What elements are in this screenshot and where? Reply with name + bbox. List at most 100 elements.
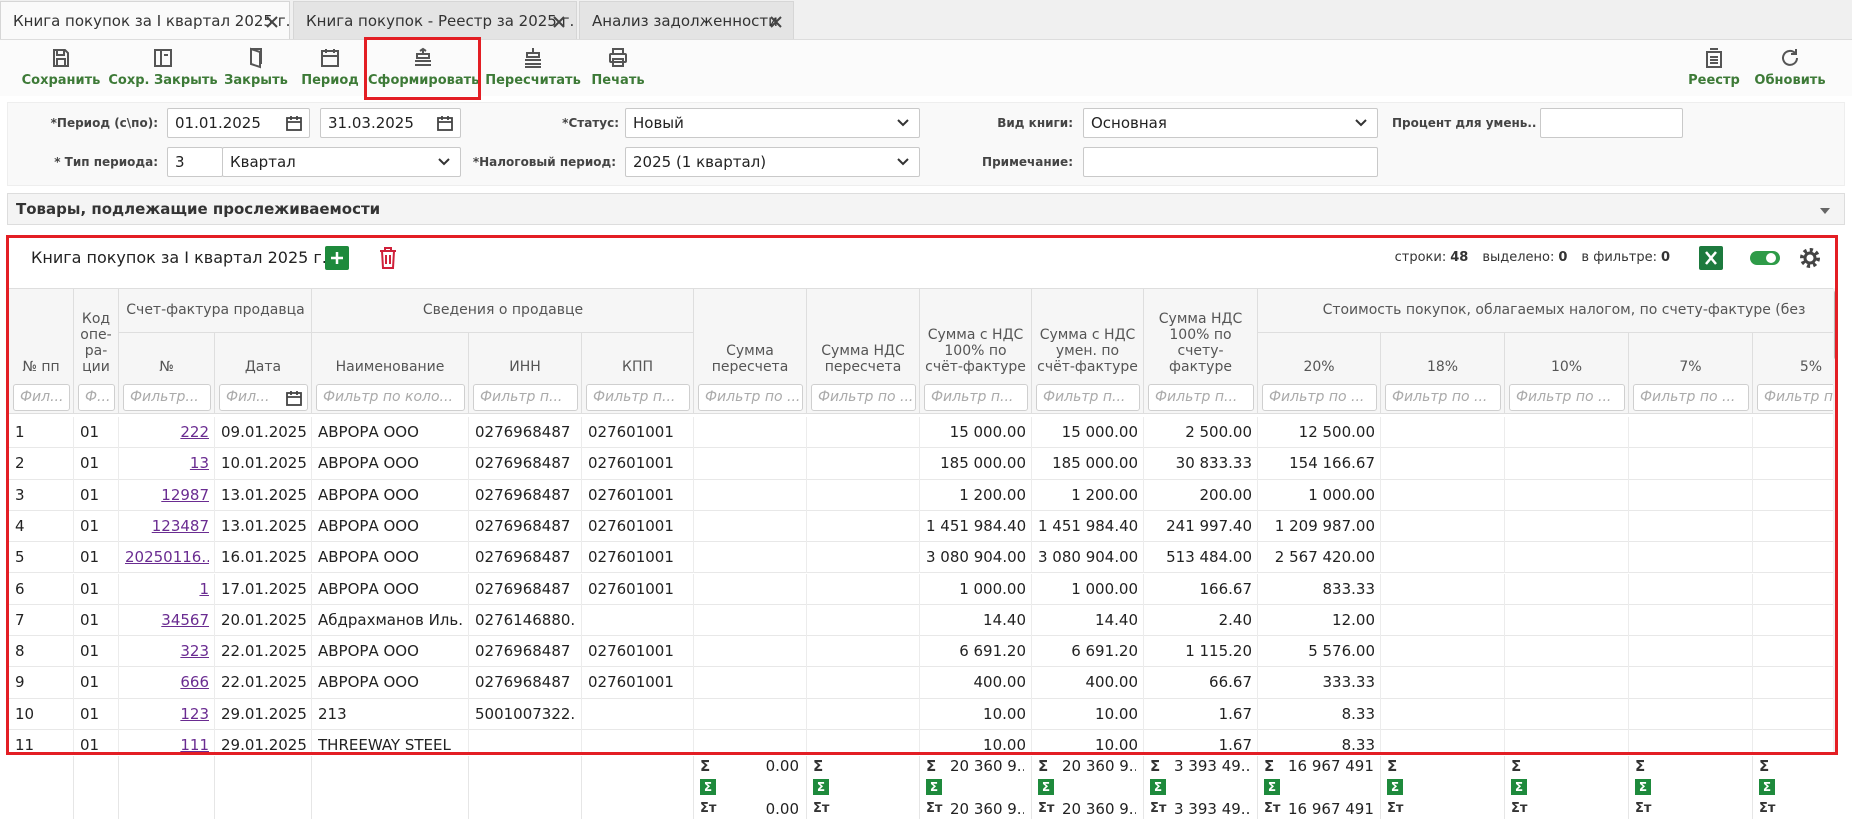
toolbar-button[interactable]: Сохр. Закрыть — [108, 44, 218, 96]
sum-button[interactable]: Σ — [813, 779, 829, 795]
filter-input[interactable]: Фильтр по ... — [811, 384, 916, 411]
column-header-label: Сумма НДС 100% по счету-фактуре — [1158, 311, 1243, 375]
column-header[interactable]: 10% — [1505, 333, 1629, 381]
filter-input[interactable]: Фильтр п... — [586, 384, 690, 411]
filter-input[interactable]: Фил... — [13, 384, 70, 411]
toolbar-button[interactable]: Реестр — [1659, 44, 1769, 96]
input-field[interactable]: Квартал — [222, 147, 461, 177]
column-header[interactable]: Дата — [215, 333, 312, 381]
sum-button[interactable]: Σ — [1264, 779, 1280, 795]
cell — [1753, 417, 1835, 448]
input-field[interactable]: 01.01.2025 — [167, 108, 310, 138]
toolbar-button[interactable]: Сохранить — [6, 44, 116, 96]
sum-button[interactable]: Σ — [1038, 779, 1054, 795]
toolbar-button[interactable]: Сформировать — [368, 44, 478, 96]
column-header[interactable]: Наименование — [312, 333, 469, 381]
column-header[interactable]: КПП — [582, 333, 694, 381]
column-header[interactable]: № — [119, 333, 215, 381]
toolbar-button[interactable]: Обновить — [1735, 44, 1845, 96]
input-field[interactable] — [1083, 147, 1378, 177]
input-field[interactable] — [1540, 108, 1683, 138]
tab[interactable]: Анализ задолженности — [579, 1, 794, 39]
sum-button[interactable]: Σ — [926, 779, 942, 795]
filter-input[interactable]: Фил... — [219, 384, 308, 411]
invoice-link[interactable]: 222 — [180, 423, 209, 441]
invoice-link[interactable]: 123 — [180, 704, 209, 723]
cell: 222 — [119, 417, 215, 449]
cell-text: 3 080 904.00 — [926, 548, 1026, 567]
cell: 513 484.00 — [1144, 542, 1258, 574]
column-header[interactable]: 5% — [1753, 333, 1835, 381]
sum-button[interactable]: Σ — [1635, 779, 1651, 795]
cell-text: 0276968487 — [475, 673, 571, 692]
column-header[interactable]: Код опе-ра-ции — [74, 288, 119, 381]
input-value: Квартал — [230, 153, 296, 171]
filter-input[interactable]: Фильтр по — [1757, 384, 1835, 411]
filter-input[interactable]: Ф... — [78, 384, 115, 411]
invoice-link[interactable]: 20250116... — [125, 548, 209, 567]
sum-button[interactable]: Σ — [1387, 779, 1403, 795]
cell-text: 14.40 — [983, 610, 1026, 629]
invoice-link[interactable]: 123487 — [151, 516, 209, 535]
cell — [807, 730, 920, 752]
cell — [807, 636, 920, 668]
invoice-link[interactable]: 12987 — [161, 485, 209, 504]
sum-button[interactable]: Σ — [1759, 779, 1775, 795]
invoice-link[interactable]: 111 — [180, 736, 209, 754]
sum-button[interactable]: Σ — [1511, 779, 1527, 795]
filter-input[interactable]: Фильтр... — [123, 384, 211, 411]
column-header[interactable]: № пп — [9, 288, 74, 381]
toolbar-button[interactable]: Пересчитать — [478, 44, 588, 96]
filter-input[interactable]: Фильтр по ... — [1633, 384, 1749, 411]
cell-text: 400.00 — [1085, 673, 1139, 692]
column-header[interactable]: Сумма НДС пересчета — [807, 288, 920, 381]
input-field[interactable]: 31.03.2025 — [320, 108, 461, 138]
cell — [694, 730, 807, 752]
column-header[interactable]: 18% — [1381, 333, 1505, 381]
settings[interactable] — [1798, 246, 1822, 270]
cell-text: 0276968487 — [475, 642, 571, 661]
column-header[interactable]: ИНН — [469, 333, 582, 381]
column-header[interactable]: Сумма НДС 100% по счету-фактуре — [1144, 288, 1258, 381]
cell-text: АВРОРА ООО — [318, 516, 419, 535]
toolbar-button[interactable]: Закрыть — [201, 44, 311, 96]
filter-input[interactable]: Фильтр по ... — [1385, 384, 1501, 411]
column-header[interactable]: Сумма пересчета — [694, 288, 807, 381]
filter-input[interactable]: Фильтр по коло... — [316, 384, 465, 411]
filter-input[interactable]: Фильтр п... — [1148, 384, 1254, 411]
collapsible-section[interactable]: Товары, подлежащие прослеживаемости — [7, 193, 1845, 225]
filter-input[interactable]: Фильтр по ... — [1509, 384, 1625, 411]
filter-input[interactable]: Фильтр по ... — [698, 384, 803, 411]
input-field[interactable]: Основная — [1083, 108, 1378, 138]
invoice-link[interactable]: 1 — [199, 579, 209, 598]
sum-button[interactable]: Σ — [1150, 779, 1166, 795]
invoice-link[interactable]: 323 — [180, 642, 209, 661]
column-header[interactable]: Сумма с НДС 100% по счёт-фактуре — [920, 288, 1032, 381]
excel-export[interactable] — [1699, 246, 1723, 270]
stat-label: в фильтре: — [1581, 250, 1657, 265]
invoice-link[interactable]: 34567 — [161, 610, 209, 629]
input-field[interactable]: 2025 (1 квартал) — [625, 147, 920, 177]
sum-button[interactable]: Σ — [700, 779, 716, 795]
toggle[interactable] — [1749, 248, 1781, 268]
tab[interactable]: Книга покупок - Реестр за 2025 г. — [293, 1, 577, 39]
tab[interactable]: Книга покупок за I квартал 2025 г. — [0, 1, 290, 39]
filtered-sum-symbol: Σт — [926, 801, 943, 816]
delete-button[interactable] — [377, 246, 399, 270]
add-button[interactable] — [325, 246, 349, 270]
toolbar-button[interactable]: Печать — [563, 44, 673, 96]
input-field[interactable]: 3 — [167, 147, 223, 177]
filter-input[interactable]: Фильтр п... — [924, 384, 1028, 411]
filter-input[interactable]: Фильтр п... — [473, 384, 578, 411]
column-header[interactable]: Сумма с НДС умен. по счёт-фактуре — [1032, 288, 1144, 381]
toolbar-button[interactable]: Период — [275, 44, 385, 96]
cell-text: THREEWAY STEEL — [318, 736, 451, 754]
invoice-link[interactable]: 666 — [180, 673, 209, 692]
column-header[interactable]: 7% — [1629, 333, 1753, 381]
invoice-link[interactable]: 13 — [189, 454, 209, 473]
input-field[interactable]: Новый — [625, 108, 920, 138]
filter-input[interactable]: Фильтр по ... — [1262, 384, 1377, 411]
filter-input[interactable]: Фильтр п... — [1036, 384, 1140, 411]
column-header[interactable]: 20% — [1258, 333, 1381, 381]
cell — [1629, 417, 1753, 449]
